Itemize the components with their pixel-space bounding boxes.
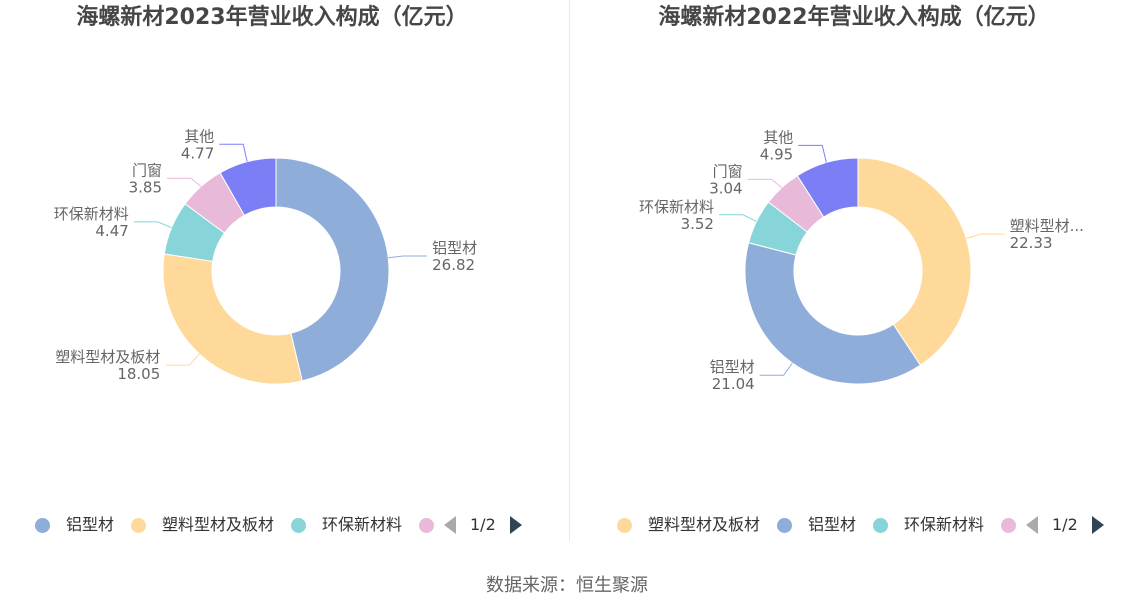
slice-value: 21.04 xyxy=(712,375,755,393)
slice-label: 门窗 xyxy=(132,161,162,179)
slice-value: 22.33 xyxy=(1010,234,1053,252)
slice-label: 其他 xyxy=(763,128,793,146)
triangle-right-icon[interactable] xyxy=(1091,516,1104,534)
legend-item[interactable] xyxy=(419,517,435,533)
legend-pager: 1/2 xyxy=(444,515,522,535)
legend-label: 铝型材 xyxy=(808,515,857,534)
legend-marker-icon xyxy=(617,517,632,533)
slice-value: 18.05 xyxy=(117,365,160,383)
slice-label: 其他 xyxy=(184,127,214,145)
chart-panel-2023: 海螺新材2023年营业收入构成（亿元） 铝型材 26.82 塑料型材及板材 18.05… xyxy=(0,0,552,560)
legend-label: 塑料型材及板材 xyxy=(648,515,761,534)
legend-marker-icon xyxy=(419,517,435,533)
chart-title: 海螺新材2023年营业收入构成（亿元） xyxy=(76,5,468,30)
donut-slice[interactable] xyxy=(219,157,277,217)
legend-label: 环保新材料 xyxy=(904,515,985,534)
slice-label: 门窗 xyxy=(713,162,743,180)
chart-panel-2022: 海螺新材2022年营业收入构成（亿元） 塑料型材... 22.33 铝型材 21.04… xyxy=(582,0,1134,560)
panel-divider xyxy=(569,0,570,541)
slice-value: 4.47 xyxy=(95,222,128,240)
legend-marker-icon xyxy=(291,517,307,533)
leader-line xyxy=(747,178,783,188)
triangle-left-icon[interactable] xyxy=(1026,516,1038,534)
donut-slices xyxy=(162,157,390,385)
leader-line xyxy=(167,177,202,187)
slice-label: 铝型材 xyxy=(432,239,477,257)
legend-marker-icon xyxy=(873,517,889,533)
slice-label: 塑料型材... xyxy=(1010,217,1084,235)
slice-label: 环保新材料 xyxy=(54,205,129,223)
leader-line xyxy=(133,221,172,229)
legend-item[interactable]: 环保新材料 xyxy=(291,515,402,535)
legend-label: 环保新材料 xyxy=(322,515,403,534)
slice-value: 4.77 xyxy=(181,144,214,162)
legend-page-indicator: 1/2 xyxy=(470,515,496,534)
leader-line xyxy=(219,143,248,162)
legend-item[interactable]: 塑料型材及板材 xyxy=(617,515,760,535)
leader-line xyxy=(966,233,1005,239)
slice-value: 3.85 xyxy=(129,178,162,196)
slice-value: 3.04 xyxy=(709,179,742,197)
leader-line xyxy=(388,255,428,259)
donut-slice[interactable] xyxy=(744,242,922,385)
slice-value: 4.95 xyxy=(760,145,793,163)
leader-line xyxy=(798,144,827,163)
legend: 塑料型材及板材 铝型材 环保新材料 xyxy=(617,515,1017,535)
legend: 铝型材 塑料型材及板材 环保新材料 xyxy=(35,515,435,535)
leader-line xyxy=(718,214,757,222)
leader-line xyxy=(759,362,793,376)
donut-slices xyxy=(744,157,972,385)
slice-label: 铝型材 xyxy=(710,358,755,376)
donut-slice[interactable] xyxy=(796,157,859,218)
legend-marker-icon xyxy=(777,517,793,533)
legend-marker-icon xyxy=(1001,517,1017,533)
legend-item[interactable]: 铝型材 xyxy=(777,515,856,535)
legend-page-indicator: 1/2 xyxy=(1052,515,1078,534)
slice-label: 塑料型材及板材 xyxy=(55,348,160,366)
slice-label: 环保新材料 xyxy=(639,198,714,216)
chart-title: 海螺新材2022年营业收入构成（亿元） xyxy=(658,5,1050,30)
triangle-right-icon[interactable] xyxy=(509,516,522,534)
legend-item[interactable] xyxy=(1001,517,1017,533)
legend-item[interactable]: 铝型材 xyxy=(35,515,114,535)
legend-item[interactable]: 塑料型材及板材 xyxy=(131,515,274,535)
legend-item[interactable]: 环保新材料 xyxy=(873,515,984,535)
legend-pager: 1/2 xyxy=(1026,515,1104,535)
donut-slice[interactable] xyxy=(275,157,390,382)
donut-slice[interactable] xyxy=(857,157,972,366)
slice-value: 3.52 xyxy=(681,215,714,233)
data-source-note: 数据来源：恒生聚源 xyxy=(486,575,648,596)
legend-marker-icon xyxy=(131,517,147,533)
legend-label: 铝型材 xyxy=(66,515,115,534)
slice-value: 26.82 xyxy=(432,256,475,274)
leader-line xyxy=(165,353,200,366)
triangle-left-icon[interactable] xyxy=(444,516,456,534)
donut-slice[interactable] xyxy=(162,253,303,385)
legend-marker-icon xyxy=(35,517,50,533)
legend-label: 塑料型材及板材 xyxy=(162,515,275,534)
